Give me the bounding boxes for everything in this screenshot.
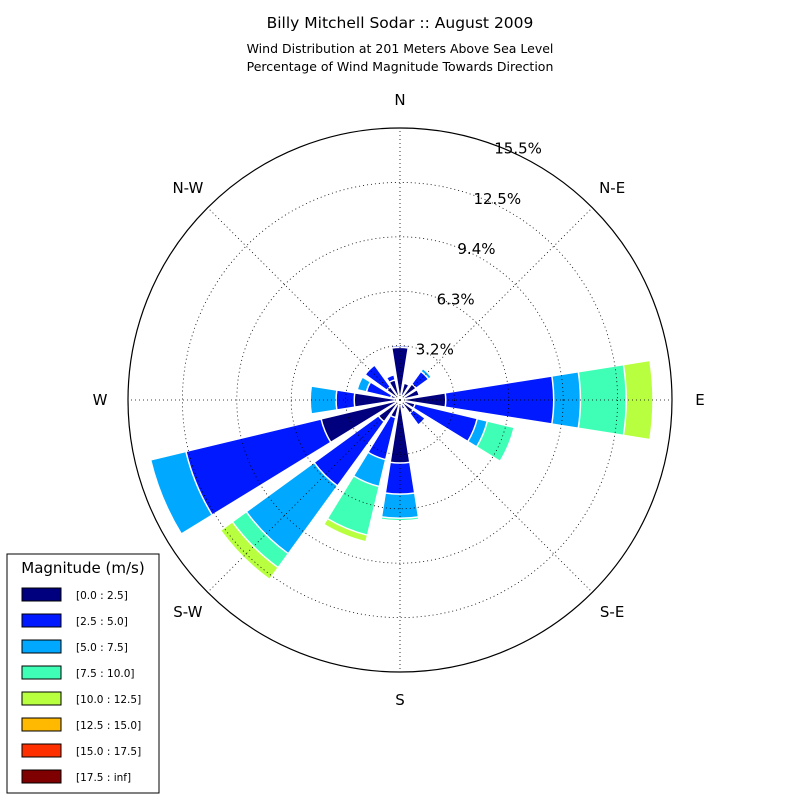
bar-W-bin-0: [353, 391, 401, 409]
direction-label-E: E: [695, 391, 704, 409]
legend-label-0: [0.0 : 2.5]: [76, 590, 128, 602]
direction-labels: N N-E E S-E S S-W W N-W: [93, 91, 705, 709]
legend-swatch-2: [21, 639, 62, 654]
grid-ring-2: [236, 236, 564, 564]
legend-swatch-4: [21, 691, 62, 706]
bar-E-bin-0: [399, 391, 447, 409]
legend-label-6: [15.0 : 17.5]: [76, 746, 141, 758]
direction-label-N-W: N-W: [172, 179, 203, 197]
bar-NE-bin-0: [399, 382, 418, 401]
spoke-S-W: [207, 399, 401, 593]
legend-label-5: [12.5 : 15.0]: [76, 720, 141, 732]
spoke-N-E: [399, 207, 593, 401]
legend-label-2: [5.0 : 7.5]: [76, 642, 128, 654]
chart-subtitle-line2: Percentage of Wind Magnitude Towards Dir…: [247, 59, 554, 74]
radial-tick-labels: 3.2% 6.3% 9.4% 12.5% 15.5%: [416, 140, 542, 359]
direction-label-W: W: [93, 391, 108, 409]
direction-label-S-W: S-W: [173, 603, 202, 621]
direction-label-N: N: [394, 91, 405, 109]
wind-rose-bars: [149, 344, 654, 581]
bar-WSW-bin-0: [320, 399, 401, 444]
legend-swatch-6: [21, 743, 62, 758]
spoke-N-W: [207, 207, 401, 401]
bar-ESE-bin-1: [399, 399, 479, 443]
bar-ENE-bin-0: [399, 388, 421, 401]
legend-swatch-3: [21, 665, 62, 680]
legend-label-3: [7.5 : 10.0]: [76, 668, 134, 680]
spoke-S-E: [399, 399, 593, 593]
grid-ring-0: [345, 345, 455, 455]
legend-swatch-7: [21, 769, 62, 784]
grid-ring-4: [127, 127, 673, 673]
grid-ring-3: [181, 181, 619, 619]
legend: Magnitude (m/s) [0.0 : 2.5] [2.5 : 5.0] [5…: [6, 553, 160, 794]
legend-title: Magnitude (m/s): [21, 559, 144, 577]
bar-S-bin-0: [389, 399, 411, 464]
legend-label-1: [2.5 : 5.0]: [76, 616, 128, 628]
radial-tick-label-1: 6.3%: [437, 290, 475, 308]
legend-label-7: [17.5 : inf]: [76, 772, 131, 784]
legend-swatch-5: [21, 717, 62, 732]
bar-NNW-bin-0: [388, 378, 401, 401]
chart-subtitle-line1: Wind Distribution at 201 Meters Above Se…: [247, 41, 554, 56]
radial-tick-label-0: 3.2%: [416, 341, 454, 359]
radial-tick-label-4: 15.5%: [494, 140, 542, 158]
legend-swatch-0: [21, 587, 62, 602]
direction-label-N-E: N-E: [599, 179, 625, 197]
radial-tick-label-3: 12.5%: [473, 190, 521, 208]
radial-tick-label-2: 9.4%: [457, 240, 495, 258]
bar-SW-bin-0: [377, 399, 401, 423]
chart-title: Billy Mitchell Sodar :: August 2009: [267, 14, 534, 32]
polar-grid: [127, 127, 673, 673]
legend-label-4: [10.0 : 12.5]: [76, 694, 141, 706]
direction-label-S-E: S-E: [600, 603, 624, 621]
legend-swatch-1: [21, 613, 62, 628]
direction-label-S: S: [395, 691, 405, 709]
